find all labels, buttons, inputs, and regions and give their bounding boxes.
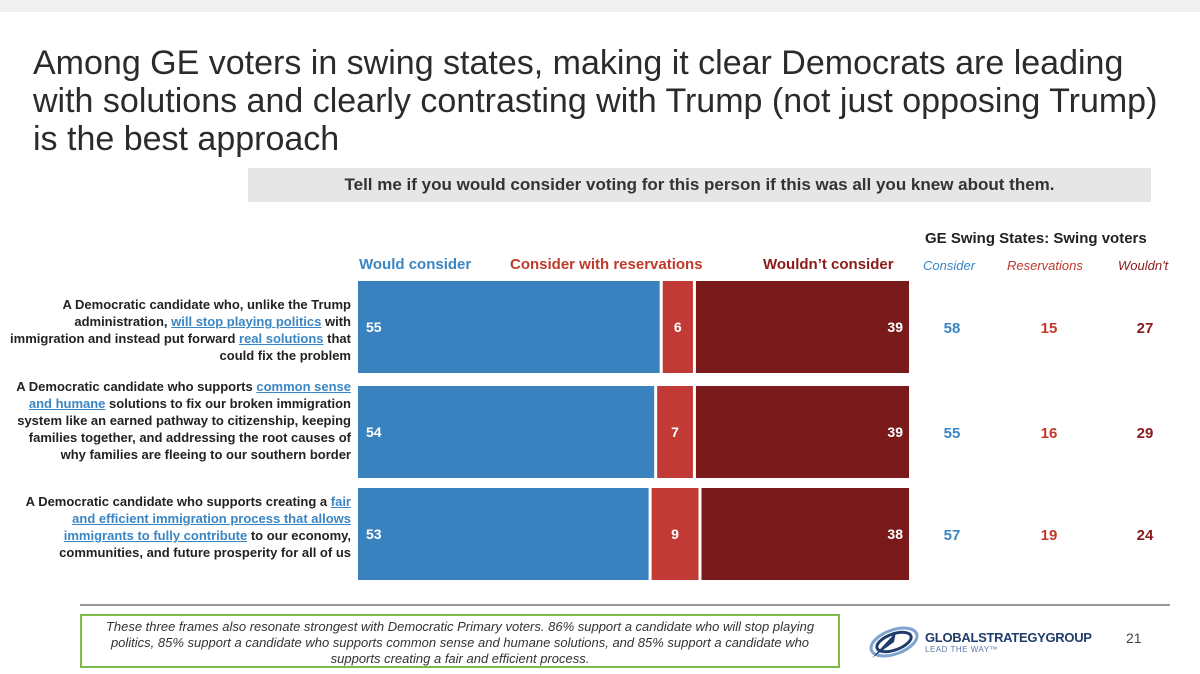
- label-text: to our economy, communities, and future …: [59, 528, 351, 560]
- highlighted-phrase: common sense and humane: [28, 379, 351, 411]
- swing-value: 29: [1137, 425, 1154, 442]
- logo-tagline: LEAD THE WAY™: [925, 645, 999, 654]
- label-text: with immigration and instead put forward: [10, 314, 351, 346]
- label-text: A Democratic candidate who, unlike the T…: [62, 297, 351, 329]
- swing-value: 16: [1041, 425, 1058, 442]
- bar-segment: [651, 488, 699, 580]
- swing-col-reservations: Reservations: [1007, 258, 1083, 273]
- logo-wordmark: GLOBALSTRATEGYGROUP: [925, 630, 1092, 645]
- swing-value: 24: [1137, 527, 1154, 544]
- bar-segment: [358, 281, 660, 373]
- highlighted-phrase: fair and efficient immigration process t…: [63, 494, 351, 543]
- bar-value-label: 54: [366, 424, 382, 440]
- question-text: Tell me if you would consider voting for…: [344, 175, 1055, 194]
- swing-value: 57: [944, 527, 961, 544]
- bar-segment: [657, 386, 693, 478]
- bar-value-label: 39: [887, 424, 903, 440]
- row-label: A Democratic candidate who supports comm…: [10, 378, 351, 463]
- label-text: A Democratic candidate who supports: [16, 379, 257, 394]
- bar-segment: [695, 281, 909, 373]
- bar-value-label: 7: [671, 424, 679, 440]
- swing-value: 55: [944, 425, 961, 442]
- footnote-box: These three frames also resonate stronge…: [80, 614, 840, 668]
- bar-value-label: 6: [674, 319, 682, 335]
- footer-divider: [80, 604, 1170, 606]
- row-label: A Democratic candidate who, unlike the T…: [10, 296, 351, 364]
- slide-title: Among GE voters in swing states, making …: [33, 44, 1158, 158]
- bar-segment: [662, 281, 693, 373]
- bar-segment: [695, 386, 909, 478]
- swing-value: 15: [1041, 320, 1058, 337]
- label-text: A Democratic candidate who supports crea…: [25, 494, 331, 509]
- page-number: 21: [1126, 630, 1142, 646]
- legend-would-consider: Would consider: [359, 256, 472, 273]
- highlighted-phrase: will stop playing politics: [171, 314, 322, 329]
- highlighted-phrase: real solutions: [239, 331, 324, 346]
- legend-wouldnt-consider: Wouldn’t consider: [763, 256, 894, 273]
- bar-value-label: 39: [887, 319, 903, 335]
- row-label: A Democratic candidate who supports crea…: [10, 493, 351, 561]
- legend-consider-reservations: Consider with reservations: [510, 256, 703, 273]
- global-strategy-group-logo-icon: [869, 626, 919, 658]
- swing-voters-header: GE Swing States: Swing voters: [925, 230, 1147, 247]
- bar-value-label: 53: [366, 526, 382, 542]
- question-banner: Tell me if you would consider voting for…: [248, 168, 1151, 202]
- swing-value: 27: [1137, 320, 1154, 337]
- label-text: that could fix the problem: [219, 331, 351, 363]
- label-text: solutions to fix our broken immigration …: [17, 396, 351, 462]
- bar-value-label: 9: [671, 526, 679, 542]
- swing-col-consider: Consider: [923, 258, 976, 273]
- bar-segment: [701, 488, 909, 580]
- swing-col-wouldnt: Wouldn't: [1118, 258, 1169, 273]
- bar-value-label: 55: [366, 319, 382, 335]
- swing-value: 19: [1041, 527, 1058, 544]
- bar-segment: [358, 386, 655, 478]
- swing-value: 58: [944, 320, 961, 337]
- bar-value-label: 38: [887, 526, 903, 542]
- bar-segment: [358, 488, 649, 580]
- top-band: [0, 0, 1200, 12]
